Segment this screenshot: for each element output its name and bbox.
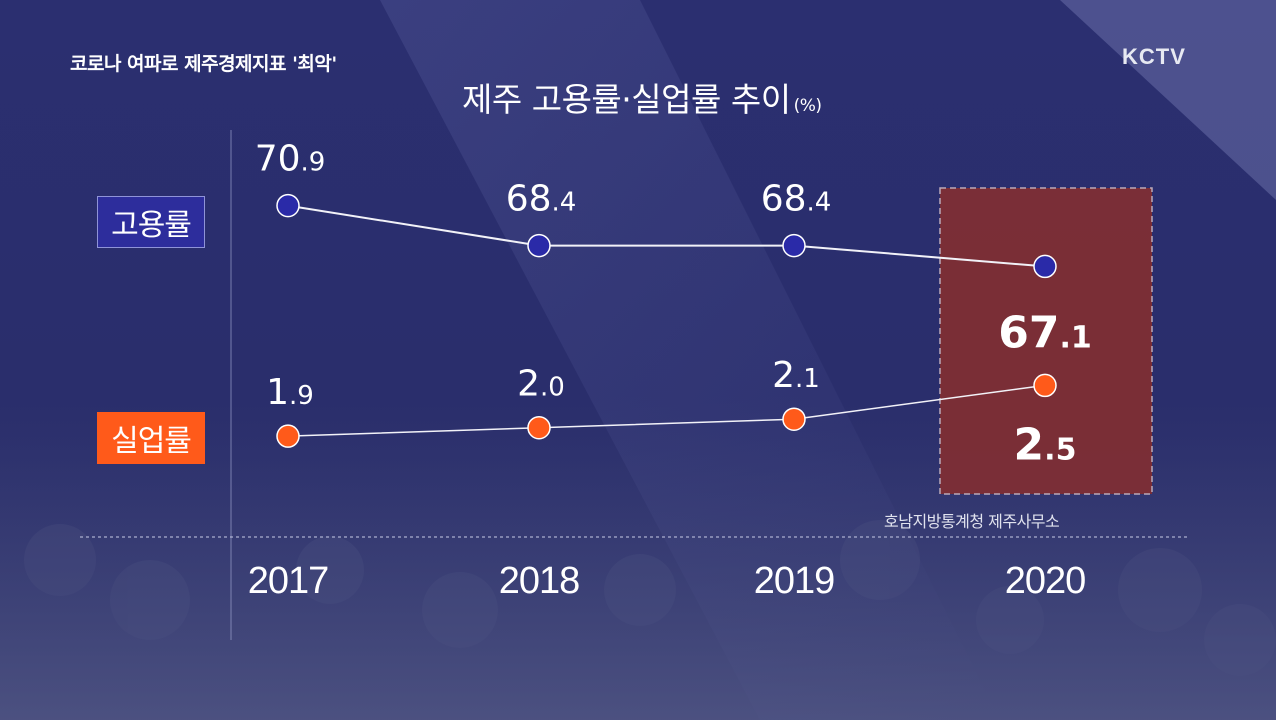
employment-value-label-2017: 70.9 bbox=[255, 139, 326, 180]
x-tick-label-2020: 2020 bbox=[1005, 560, 1086, 602]
x-tick-label-2019: 2019 bbox=[754, 560, 835, 602]
chart-title-wrap: 제주 고용률·실업률 추이 (%) bbox=[462, 73, 822, 121]
unemployment-line bbox=[287, 384, 1046, 437]
unemployment-value-label-2017: 1.9 bbox=[266, 372, 314, 413]
unemployment-point-2019 bbox=[782, 407, 806, 431]
chart-title: 제주 고용률·실업률 추이 bbox=[462, 80, 791, 119]
unemployment-point-2020 bbox=[1033, 373, 1057, 398]
employment-point-2020 bbox=[1033, 254, 1057, 279]
legend-employment-badge: 고용률 bbox=[97, 196, 205, 248]
employment-point-2017 bbox=[276, 193, 300, 218]
employment-value-label-2019: 68.4 bbox=[761, 179, 832, 220]
highlight-box-2020 bbox=[939, 187, 1153, 495]
unemployment-point-2018 bbox=[527, 415, 551, 440]
unemployment-point-2017 bbox=[276, 424, 300, 448]
news-headline: 코로나 여파로 제주경제지표 '최악' bbox=[70, 53, 337, 75]
crowd-silhouettes bbox=[24, 520, 1276, 676]
light-beam bbox=[1060, 0, 1276, 200]
x-tick-label-2017: 2017 bbox=[248, 560, 329, 602]
employment-line bbox=[287, 204, 1046, 268]
employment-point-2018 bbox=[527, 233, 551, 258]
employment-value-label-2018: 68.4 bbox=[506, 179, 577, 220]
unemployment-value-label-2019: 2.1 bbox=[772, 355, 820, 396]
source-note: 호남지방통계청 제주사무소 bbox=[884, 512, 1060, 531]
channel-logo: KCTV bbox=[1122, 44, 1186, 69]
unemployment-value-label-2018: 2.0 bbox=[517, 364, 565, 405]
unemployment-value-label-2020: 2.5 bbox=[1014, 419, 1077, 470]
chart-unit: (%) bbox=[793, 96, 822, 116]
employment-value-label-2020: 67.1 bbox=[998, 307, 1092, 358]
x-tick-label-2018: 2018 bbox=[499, 560, 580, 602]
legend-unemployment-badge: 실업률 bbox=[97, 412, 205, 464]
employment-point-2019 bbox=[782, 233, 806, 258]
